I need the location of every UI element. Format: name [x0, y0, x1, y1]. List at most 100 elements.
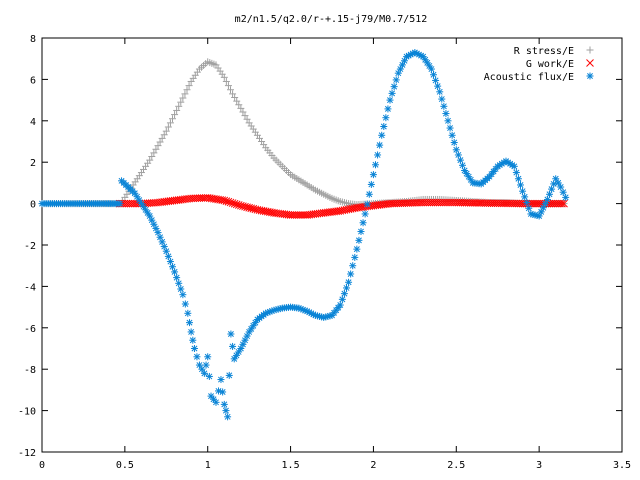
data-point: [517, 181, 524, 189]
star-d2: [210, 396, 217, 403]
data-point: [219, 388, 227, 396]
cross-b: [243, 203, 251, 212]
data-point: [232, 200, 241, 209]
star-d2: [523, 199, 530, 206]
star-d2: [467, 176, 474, 183]
data-point: [220, 73, 228, 81]
data-point: [227, 330, 235, 338]
data-point: [224, 82, 232, 90]
star-d2: [432, 77, 439, 84]
star-d2: [515, 175, 522, 182]
star-d2: [204, 353, 211, 360]
data-point: [233, 97, 241, 105]
star-d2: [229, 343, 236, 350]
data-point: [243, 115, 251, 123]
data-point: [181, 300, 189, 308]
data-point: [562, 193, 570, 201]
star-d2: [131, 190, 138, 197]
star-d2: [457, 157, 464, 164]
cross-b: [261, 207, 270, 216]
cross-b: [245, 203, 253, 212]
data-point: [220, 400, 228, 408]
star-d2: [138, 200, 145, 207]
star-d2: [560, 189, 567, 196]
data-point: [450, 139, 458, 147]
star-d2: [206, 373, 213, 380]
star-d2: [337, 302, 344, 309]
star-d2: [182, 301, 189, 307]
star-d2: [420, 53, 427, 60]
data-point: [355, 236, 363, 244]
star-d2: [455, 151, 462, 158]
cross-b: [586, 59, 594, 67]
cross-b: [232, 200, 241, 209]
y-tick-label: -6: [24, 324, 36, 335]
plot-border: [41, 37, 623, 453]
y-tick-label: 6: [30, 75, 36, 86]
star-d2: [349, 262, 356, 269]
cross-b: [201, 194, 210, 202]
star-d2: [374, 151, 381, 158]
star-d2: [142, 206, 149, 213]
data-point: [343, 284, 350, 292]
data-point: [436, 88, 444, 96]
data-point: [146, 156, 154, 164]
star-d2: [213, 399, 219, 406]
cross-b: [222, 197, 231, 205]
data-point: [229, 342, 237, 350]
cross-b: [282, 210, 291, 219]
star-d2: [521, 193, 528, 200]
legend-marker: [586, 72, 594, 80]
star-d2: [167, 258, 174, 265]
star-d2: [353, 246, 360, 253]
data-point: [349, 262, 357, 270]
data-point: [559, 188, 567, 196]
y-tick-label: 8: [30, 34, 36, 45]
y-tick-label: 4: [30, 117, 36, 128]
data-point: [187, 328, 195, 336]
data-point: [438, 95, 446, 103]
star-d2: [438, 96, 445, 103]
data-point: [440, 102, 448, 110]
cross-b: [259, 207, 268, 215]
cross-b: [224, 197, 233, 206]
cross-b: [208, 194, 216, 203]
star-d2: [393, 76, 400, 83]
data-point: [217, 376, 225, 384]
cross-b: [266, 208, 274, 216]
data-point: [148, 153, 156, 161]
data-point: [359, 219, 367, 227]
star-d2: [175, 280, 182, 287]
y-axis-ticks: 8 6 4 2 0 -2 -4 -6 -8 -10 -12: [18, 34, 622, 459]
star-d2: [177, 286, 184, 292]
star-d2: [391, 83, 398, 90]
star-d2: [389, 90, 396, 97]
y-tick-label: -8: [24, 365, 36, 376]
legend-label: Acoustic flux/E: [484, 72, 574, 83]
star-d2: [422, 56, 429, 63]
data-point: [558, 199, 566, 208]
data-point: [179, 94, 187, 102]
star-d2: [157, 234, 164, 241]
chart-title: m2/n1.5/q2.0/r-+.15-j79/M0.7/512: [235, 14, 428, 25]
cross-b: [220, 196, 229, 205]
data-point: [226, 198, 235, 207]
cross-b: [239, 202, 247, 211]
data-point: [166, 119, 174, 127]
cross-b: [249, 204, 258, 213]
star-d2: [193, 353, 200, 360]
cross-b: [251, 205, 260, 214]
star-d2: [364, 201, 371, 208]
data-point: [224, 413, 232, 421]
cross-b: [234, 201, 243, 209]
data-point: [365, 190, 373, 198]
data-point: [222, 77, 230, 85]
x-tick-label: 1.5: [282, 460, 300, 471]
star-d2: [169, 263, 176, 270]
star-d2: [362, 210, 369, 217]
star-d2: [440, 103, 447, 110]
star-d2: [345, 279, 352, 286]
data-point: [444, 117, 452, 125]
cross-b: [284, 210, 293, 219]
data-point: [164, 123, 172, 131]
